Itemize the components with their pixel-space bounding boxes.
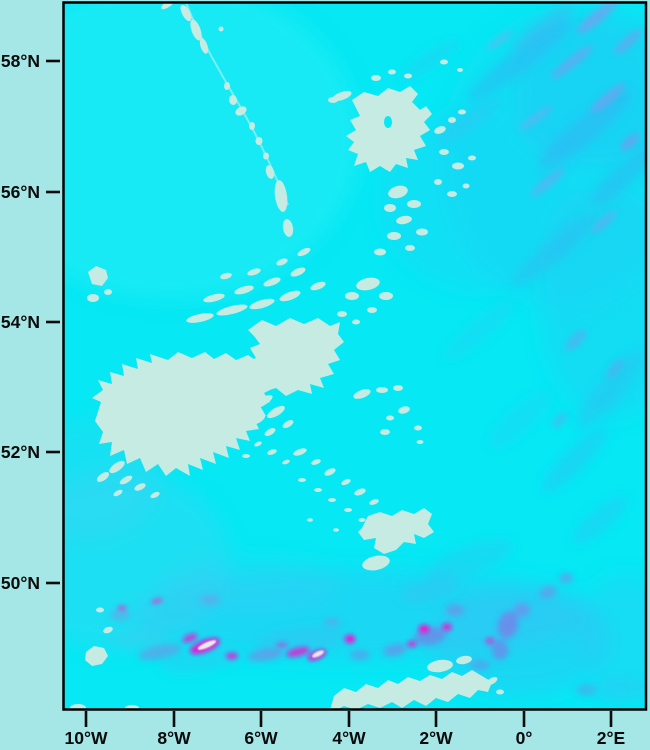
land-patches [70,3,504,709]
sea-haze-layer [64,3,645,695]
x-tick-label: 4°W [332,728,366,748]
y-tick-label: 54°N [1,312,40,332]
y-tick-label: 56°N [1,182,40,202]
y-tick-label: 50°N [1,573,40,593]
north-scotland-landmass [346,86,432,172]
x-tick-label: 6°W [244,728,278,748]
x-axis: 10°W 8°W 6°W 4°W 2°W 0° 2°E [65,711,625,748]
x-tick-label: 2°E [597,728,625,748]
southwest-england-landmass [358,508,434,554]
lavender-streaks [486,3,642,428]
y-tick-label: 52°N [1,442,40,462]
southwest-scotland-landmass [240,318,344,396]
purple-patches [110,573,596,696]
hotspot-cores [197,640,324,658]
x-tick-label: 8°W [157,728,191,748]
ireland-landmass [92,352,276,476]
x-tick-label: 10°W [65,728,108,748]
brittany-landmass [330,670,492,709]
x-tick-label: 0° [516,728,533,748]
y-tick-label: 58°N [1,51,40,71]
map-plot-area [64,3,645,709]
x-tick-label: 2°W [419,728,453,748]
blue-streaks [110,3,645,702]
y-axis: 58°N 56°N 54°N 52°N 50°N [1,51,60,593]
map-frame [62,1,648,711]
